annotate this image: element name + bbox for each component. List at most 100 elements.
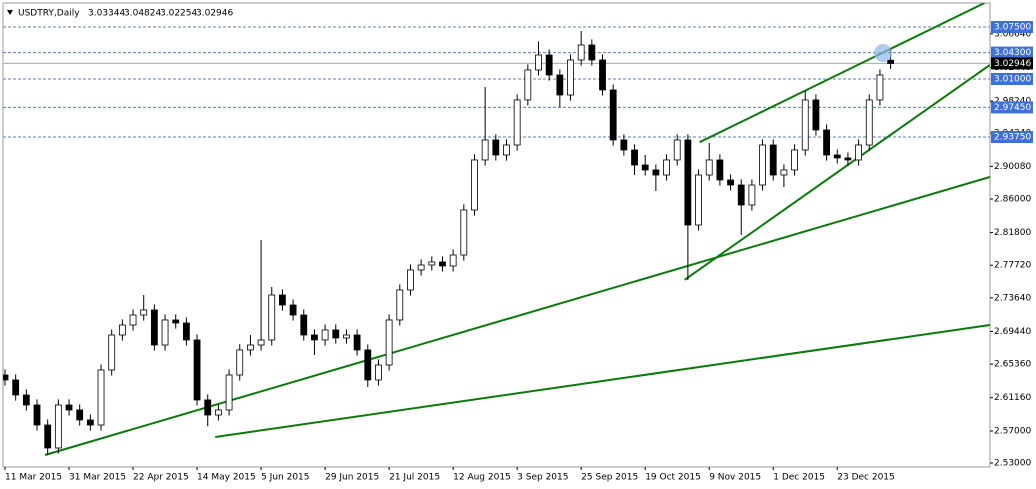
candle-body: [407, 269, 414, 291]
candle-body: [300, 314, 308, 336]
current-price-label: 3.02946: [994, 59, 1031, 69]
current-price-box: [991, 57, 1033, 70]
y-tick-label: 2.86000: [994, 195, 1031, 205]
candle-body: [609, 89, 617, 141]
candle-body: [428, 261, 436, 266]
marker-circle: [874, 44, 892, 62]
x-tick-label: 14 May 2015: [197, 473, 256, 483]
candle-body: [22, 394, 30, 406]
y-tick-label: 2.53000: [994, 459, 1031, 469]
candle-body: [118, 324, 126, 336]
x-tick-label: 3 Sep 2015: [517, 473, 568, 483]
candle-body: [855, 144, 862, 161]
candle-body: [812, 99, 820, 131]
candle-body: [3, 374, 9, 381]
candle-body: [439, 261, 446, 267]
candle-body: [801, 99, 809, 151]
chart-title: USDTRY,Daily: [18, 9, 80, 19]
candle-body: [236, 349, 244, 376]
menu-arrow[interactable]: [7, 10, 13, 15]
candle-body: [492, 139, 500, 156]
level-label-box: [991, 46, 1033, 59]
level-label: 3.07500: [994, 23, 1031, 33]
candle-body: [97, 369, 105, 426]
y-tick-label: 2.90080: [994, 162, 1031, 172]
level-label-box: [991, 131, 1033, 143]
candle-body: [204, 399, 212, 416]
candle-body: [641, 164, 649, 171]
x-tick-label: 22 Apr 2015: [133, 473, 189, 483]
candle-body: [161, 319, 169, 346]
candle-body: [385, 319, 393, 366]
candle-body: [513, 99, 521, 146]
candle-body: [695, 174, 702, 226]
x-tick-label: 1 Dec 2015: [773, 473, 825, 483]
candle-body: [396, 289, 404, 321]
y-tick-label: 3.06640: [994, 29, 1031, 39]
candle-body: [279, 294, 286, 306]
candle-body: [588, 44, 596, 61]
candle-body: [567, 59, 574, 96]
ohlc-low: 3.02254: [160, 9, 197, 19]
candle-body: [535, 54, 542, 71]
candle-body: [759, 144, 766, 186]
candle-body: [833, 154, 841, 159]
candle-body: [545, 54, 553, 76]
y-tick-label: 2.73640: [994, 293, 1031, 303]
candle-body: [471, 159, 478, 211]
ohlc-high: 3.04824: [124, 9, 161, 19]
candle-body: [86, 419, 94, 426]
candle-body: [311, 334, 318, 341]
candle-body: [65, 404, 73, 411]
x-tick-label: 11 Mar 2015: [5, 473, 62, 483]
axes: 2.53000 2.57000 2.61160 2.65360 2.69440 2.736…: [4, 21, 1033, 483]
ohlc-open: 3.03344: [88, 9, 125, 19]
candle-body: [12, 379, 20, 396]
candle-body: [737, 184, 745, 206]
candle-body: [268, 294, 276, 341]
candle-body: [417, 264, 425, 271]
candle-body: [140, 309, 148, 316]
candle-body: [599, 59, 606, 91]
candle-body: [289, 304, 297, 316]
trendlines: [44, 3, 990, 456]
candle-body: [663, 159, 670, 176]
y-tick-label: 2.57000: [994, 427, 1031, 437]
y-tick-label: 2.77720: [994, 261, 1031, 271]
candle-body: [577, 44, 585, 61]
candle-body: [449, 254, 457, 267]
candle-body: [364, 349, 372, 381]
candle-body: [76, 409, 84, 421]
candle-body: [332, 329, 340, 339]
trendline: [684, 64, 990, 281]
candle-body: [108, 334, 116, 371]
candle-body: [652, 169, 660, 176]
level-label-box: [991, 21, 1033, 33]
candle-body: [876, 74, 884, 101]
candle-body: [247, 344, 254, 351]
candle-body: [865, 99, 873, 146]
candle-body: [375, 364, 382, 381]
candle-body: [769, 144, 777, 176]
x-tick-label: 31 Mar 2015: [69, 473, 126, 483]
candle-body: [353, 334, 361, 351]
level-label: 2.97450: [994, 103, 1031, 113]
plot-frame: [2, 2, 991, 468]
candle-body: [54, 404, 62, 449]
trendline: [699, 3, 985, 144]
candle-body: [150, 309, 158, 346]
level-label-box: [991, 101, 1033, 114]
candle-body: [343, 334, 350, 339]
candle-body: [705, 159, 713, 176]
candle-body: [524, 69, 532, 101]
candle-body: [257, 339, 265, 346]
level-label: 3.01000: [994, 75, 1031, 85]
candle-body: [129, 314, 137, 326]
candle-body: [844, 157, 852, 161]
candle-body: [684, 139, 692, 226]
candle-body: [503, 144, 510, 156]
x-tick-label: 19 Oct 2015: [645, 473, 701, 483]
candle-body: [460, 209, 468, 256]
